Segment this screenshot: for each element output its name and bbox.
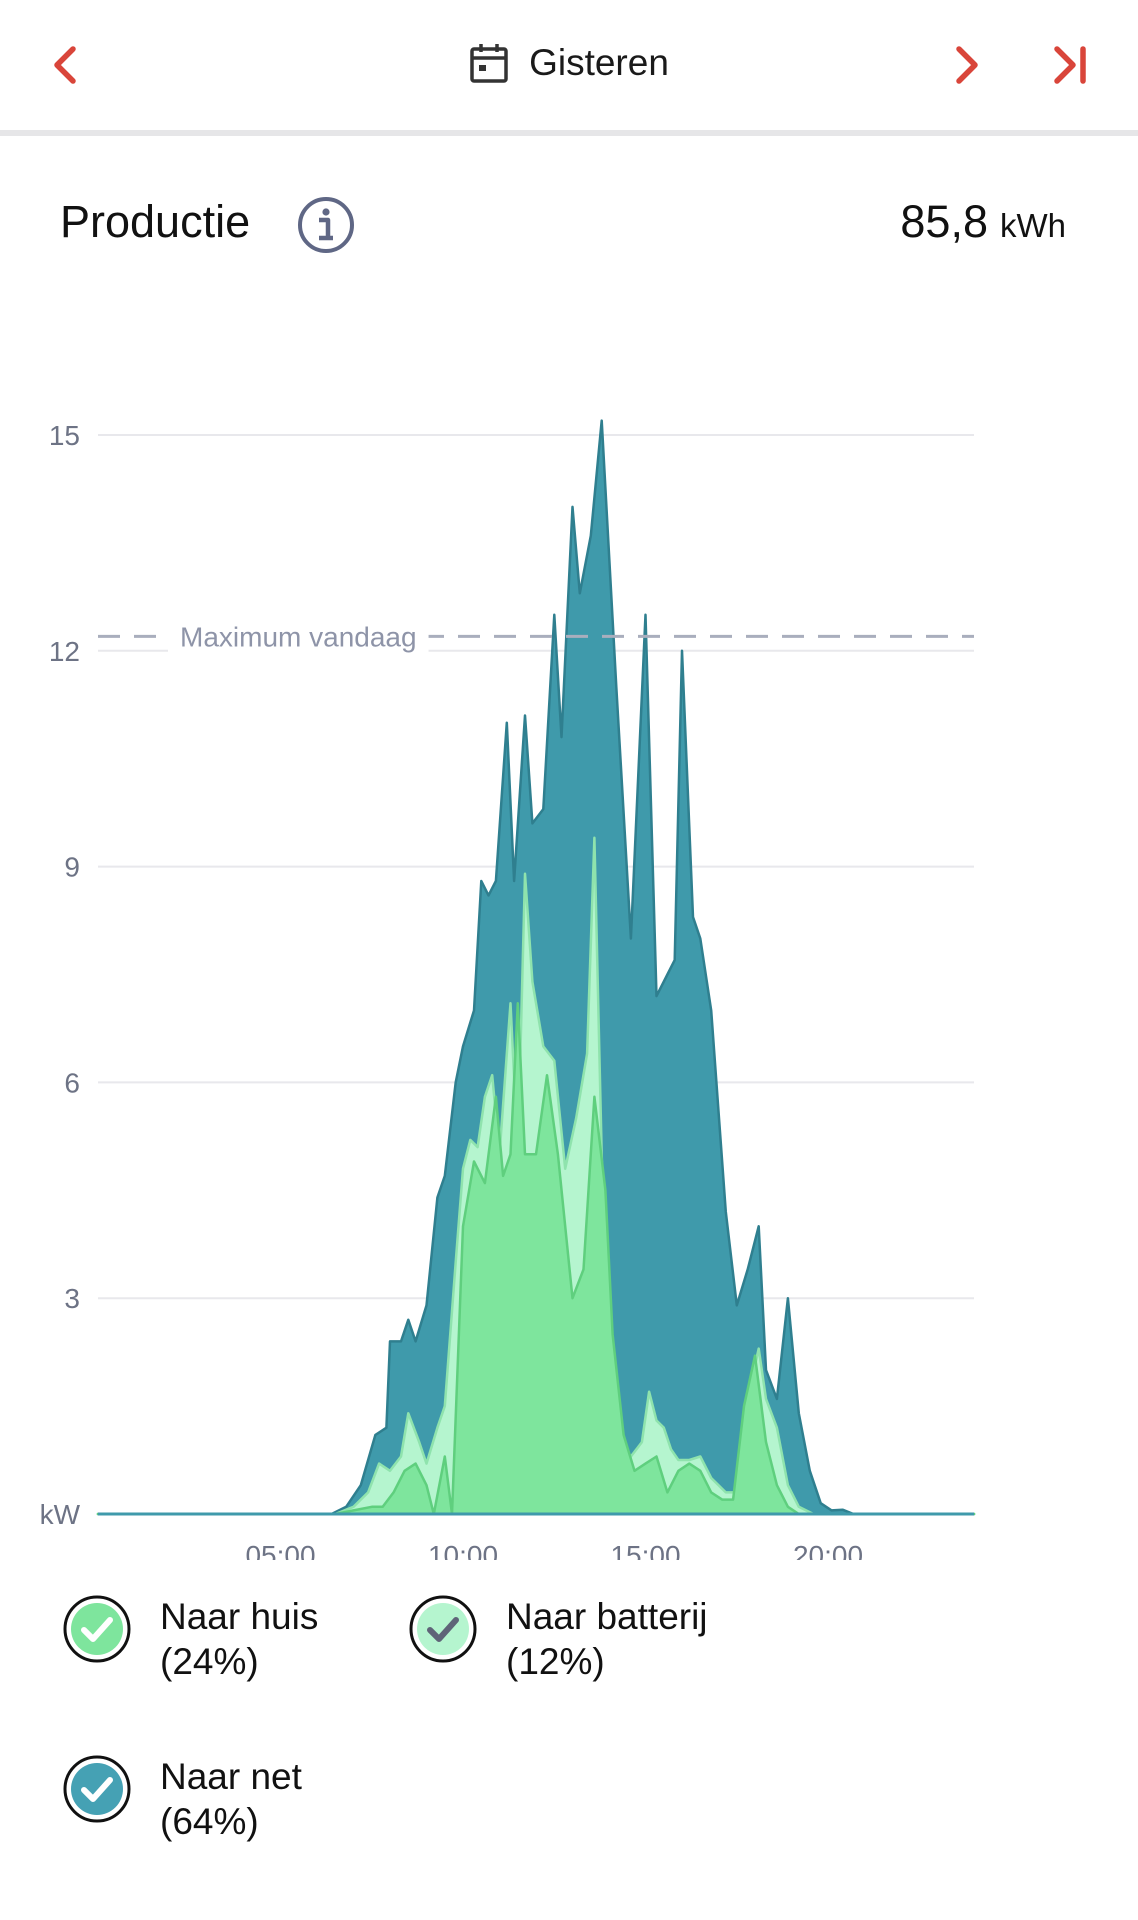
top-bar-divider (0, 130, 1138, 136)
date-title: Gisteren (529, 42, 669, 83)
check-circle-icon (63, 1595, 131, 1663)
x-tick-label: 05:00 (245, 1540, 315, 1560)
legend-label: Naar net (64%) (160, 1754, 302, 1844)
previous-day-button[interactable] (30, 30, 100, 100)
check-circle-icon (63, 1755, 131, 1823)
chart-areas (96, 419, 976, 1516)
skip-to-end-icon (1054, 46, 1086, 84)
series-area-naar-net (96, 419, 976, 1516)
reference-line-group: Maximum vandaag (98, 614, 974, 655)
y-tick-label: 12 (49, 636, 80, 667)
y-axis-ticks: 15 12 9 6 3 (49, 420, 80, 1314)
legend-name: Naar net (160, 1756, 302, 1797)
reference-label-background (168, 614, 429, 655)
section-title: Productie (60, 196, 251, 247)
info-icon[interactable] (296, 195, 356, 255)
y-tick-label: 15 (49, 420, 80, 451)
series-area-naar-huis (96, 1002, 976, 1516)
legend-percent: (64%) (160, 1801, 259, 1842)
y-axis-unit-label: kW (40, 1499, 81, 1530)
top-bar: Gisteren (0, 0, 1138, 130)
legend-percent: (12%) (506, 1641, 605, 1682)
total-value: 85,8 (900, 196, 988, 247)
jump-to-today-button[interactable] (1036, 30, 1106, 100)
legend-name: Naar batterij (506, 1596, 708, 1637)
total-production: 85,8 kWh (900, 196, 1066, 248)
chevron-right-icon (956, 46, 978, 84)
reference-line-label: Maximum vandaag (180, 621, 417, 652)
total-unit: kWh (1000, 207, 1066, 244)
legend-label: Naar batterij (12%) (506, 1594, 708, 1684)
y-tick-label: 9 (64, 852, 80, 883)
check-circle-icon (409, 1595, 477, 1663)
legend-label: Naar huis (24%) (160, 1594, 318, 1684)
calendar-icon (470, 44, 508, 83)
y-tick-label: 6 (64, 1067, 80, 1098)
x-axis-ticks: 05:00 10:00 15:00 20:00 (245, 1540, 863, 1560)
y-tick-label: 3 (64, 1283, 80, 1314)
legend-name: Naar huis (160, 1596, 319, 1637)
legend-item-naar-net[interactable]: Naar net (64%) (62, 1754, 302, 1844)
legend-percent: (24%) (160, 1641, 259, 1682)
next-day-button[interactable] (932, 30, 1002, 100)
x-tick-label: 15:00 (610, 1540, 680, 1560)
x-tick-label: 20:00 (793, 1540, 863, 1560)
chevron-left-icon (54, 46, 76, 84)
legend-item-naar-huis[interactable]: Naar huis (24%) (62, 1594, 318, 1684)
legend-item-naar-batterij[interactable]: Naar batterij (12%) (408, 1594, 708, 1684)
x-tick-label: 10:00 (428, 1540, 498, 1560)
date-picker[interactable]: Gisteren (469, 42, 669, 84)
production-chart: 15 12 9 6 3 Maximum vandaag kW 05:00 10:00 15:… (40, 419, 976, 1560)
